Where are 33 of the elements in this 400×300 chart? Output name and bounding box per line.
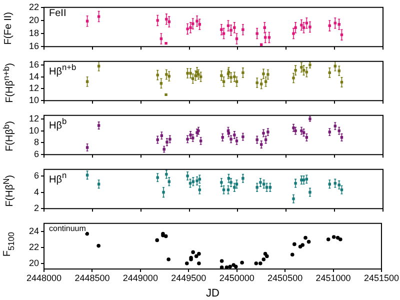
y-tick-label: 18 [28,28,39,38]
y-tick-label: 12 [28,83,39,94]
y-tick-label: 22 [28,242,39,252]
annotation: continuum [49,224,86,233]
y-tick-label: 2 [34,203,39,214]
y-tick-label: 20 [28,258,39,268]
y-tick-label: 20 [28,14,39,25]
annotation: Hβ$^{n+b}$ [49,62,76,78]
y-tick-label: 6 [34,149,39,160]
y-tick-label: 24 [28,226,39,236]
y-tick-label: 8 [34,137,39,148]
y-tick-label: 12 [28,113,39,124]
y-axis-title: F(Fe II) [3,12,14,45]
y-tick-label: 22 [28,2,39,12]
y-tick-label: 10 [28,125,39,136]
annotation: Hβ$^{b}$ [49,116,67,132]
x-tick-label: 2448500 [74,272,110,283]
x-tick-label: 2451000 [316,272,351,283]
annotation: Hβ$^{n}$ [49,170,67,186]
y-tick-label: 14 [28,71,39,82]
y-tick-label: 6 [34,170,39,180]
x-tick-label: 2450500 [268,272,303,283]
x-tick-label: 2450000 [219,272,254,283]
y-tick-label: 10 [28,95,39,106]
y-tick-label: 16 [28,41,39,52]
x-tick-label: 2449500 [171,272,206,283]
y-tick-label: 16 [28,59,39,70]
x-tick-label: 2449000 [122,272,158,283]
y-tick-label: 4 [34,186,39,197]
annotation: FeII [49,8,66,19]
x-axis-title: JD [206,287,220,300]
x-tick-label: 2448000 [26,272,62,283]
x-tick-label: 2451500 [364,272,400,283]
